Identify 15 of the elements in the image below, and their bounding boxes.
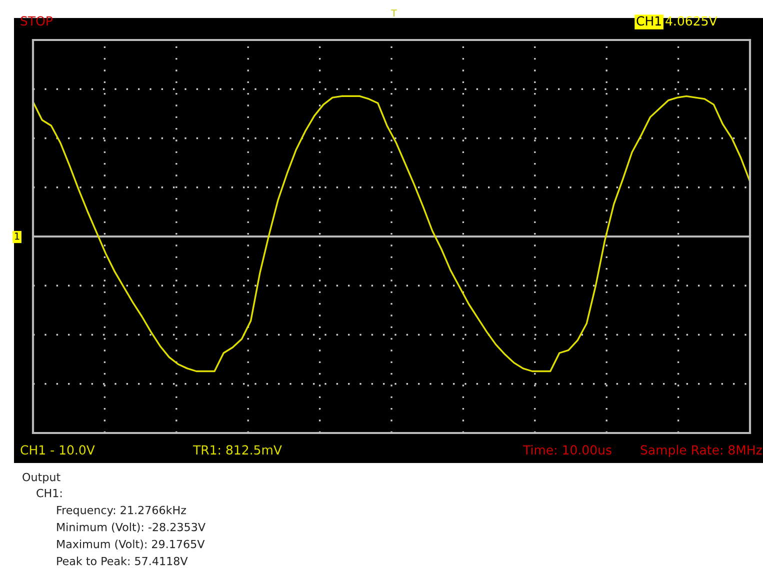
text: Output [22, 472, 60, 484]
text: T [391, 10, 397, 17]
text: CH1 - 10.0V [20, 445, 95, 455]
text: Peak to Peak: 57.4118V [57, 556, 188, 566]
text: 4.0625V [666, 16, 718, 26]
text: 1 [14, 232, 20, 240]
text: Frequency: 21.2766kHz [57, 506, 186, 516]
text: STOP [20, 16, 53, 26]
text: Minimum (Volt): -28.2353V [57, 522, 206, 533]
text: Time: 10.00us [522, 444, 612, 455]
text: Sample Rate: 8MHz [640, 444, 762, 458]
text: CH1 [636, 16, 661, 26]
text: Maximum (Volt): 29.1765V [57, 540, 205, 550]
text: TR1: 812.5mV [192, 445, 282, 455]
text: CH1: [36, 488, 62, 498]
